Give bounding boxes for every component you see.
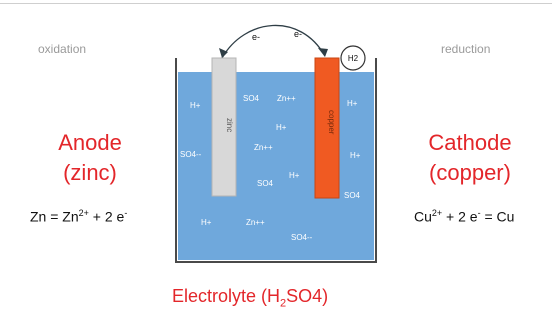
electron-label-1: e- — [252, 32, 260, 42]
top-divider — [0, 3, 552, 4]
electron-arrow-tail — [219, 48, 228, 58]
electrolyte-caption-part-a: Electrolyte (H — [172, 286, 281, 306]
electron-label-2: e- — [294, 29, 302, 39]
hydrogen-gas-bubble — [340, 45, 366, 71]
ion-h-plus: H+ — [289, 171, 300, 180]
electrolyte-caption-sub: 2 — [280, 297, 287, 310]
cathode-title-line2: (copper) — [429, 160, 511, 185]
ion-h-plus: H+ — [190, 101, 201, 110]
ion-zinc: Zn++ — [246, 218, 265, 227]
electron-arrow-head — [318, 48, 328, 57]
cathode-equation-sup: 2+ — [431, 208, 443, 218]
cathode-equation-part-c: = Cu — [480, 208, 515, 225]
cathode-title: Cathode (copper) — [410, 128, 530, 188]
anode-equation: Zn = Zn2+ + 2 e- — [30, 208, 127, 225]
cathode-equation-part-b: + 2 e — [442, 208, 478, 225]
beaker-outline — [175, 58, 377, 263]
zinc-electrode — [211, 57, 237, 197]
oxidation-label: oxidation — [38, 42, 87, 56]
ion-sulfate: SO4-- — [180, 150, 202, 159]
electrolyte-caption: Electrolyte (H2SO4) — [172, 286, 328, 310]
copper-electrode — [314, 57, 340, 199]
ion-zinc: Zn++ — [277, 94, 296, 103]
cathode-title-line1: Cathode — [428, 130, 512, 155]
electrolyte-fill — [178, 72, 374, 260]
ion-sulfate: SO4 — [344, 191, 361, 200]
ion-h-plus: H+ — [350, 151, 361, 160]
ion-sulfate: SO4-- — [291, 233, 313, 242]
anode-equation-part-b: + 2 e — [88, 208, 125, 225]
electrolyte-caption-part-b: SO4) — [286, 286, 329, 306]
copper-electrode-label: copper — [327, 110, 336, 135]
cathode-equation-part-a: Cu — [414, 208, 432, 225]
anode-title: Anode (zinc) — [40, 128, 140, 188]
electron-flow-wire — [221, 24, 326, 59]
zinc-electrode-label: zinc — [225, 118, 234, 132]
anode-equation-sup: 2+ — [78, 208, 89, 218]
cathode-equation: Cu2+ + 2 e- = Cu — [414, 208, 514, 225]
ion-zinc: Zn++ — [254, 143, 273, 152]
anode-title-line1: Anode — [58, 130, 122, 155]
ion-h-plus: H+ — [201, 218, 212, 227]
hydrogen-gas-label: H2 — [348, 54, 359, 63]
anode-title-line2: (zinc) — [63, 160, 117, 185]
ion-sulfate: SO4 — [257, 179, 274, 188]
ion-sulfate: SO4 — [243, 94, 260, 103]
reduction-label: reduction — [441, 42, 491, 56]
ion-h-plus: H+ — [347, 99, 358, 108]
ion-h-plus: H+ — [276, 123, 287, 132]
cathode-equation-sup2: - — [477, 208, 481, 218]
anode-equation-sup2: - — [124, 208, 128, 218]
anode-equation-part-a: Zn = Zn — [30, 208, 79, 225]
